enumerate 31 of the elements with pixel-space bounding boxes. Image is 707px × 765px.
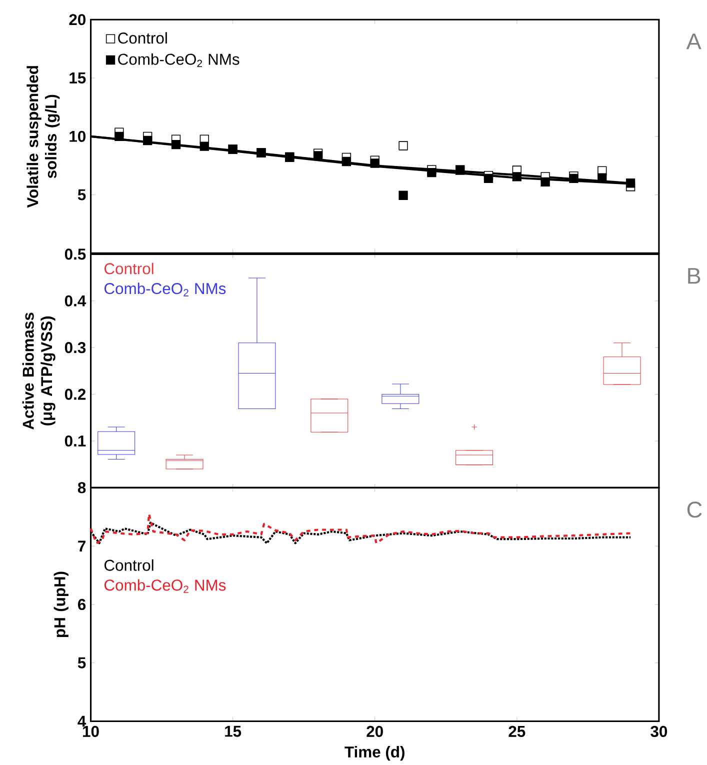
y-axis-title: Active Biomass (μg ATP/gVSS) bbox=[22, 312, 56, 430]
y-tick-label: 0.4 bbox=[64, 295, 86, 306]
legend-label: Comb-CeO$_{2}$ NMs bbox=[118, 53, 240, 68]
legend-label: Control bbox=[118, 32, 167, 44]
x-tick-label: 15 bbox=[225, 726, 242, 737]
x-tick-label: 20 bbox=[366, 726, 383, 737]
y-tick-label: 0.1 bbox=[64, 435, 86, 447]
y-tick-label: 15 bbox=[70, 72, 86, 84]
x-tick-label: 25 bbox=[508, 726, 526, 737]
y-tick-label: 20 bbox=[69, 14, 86, 26]
text: A bbox=[686, 34, 702, 50]
y-tick-label: 0.2 bbox=[64, 388, 86, 400]
y-tick-label: 0.5 bbox=[64, 248, 86, 260]
series-label: Control bbox=[104, 559, 154, 571]
y-tick-label: 8 bbox=[78, 482, 86, 494]
text: C bbox=[687, 502, 702, 518]
y-tick-label: 0.3 bbox=[64, 342, 86, 354]
y-tick-label: 7 bbox=[78, 540, 86, 552]
x-axis-title: Time (d) bbox=[344, 746, 404, 761]
text: Comb-CeO$_{2}$ NMs bbox=[104, 579, 226, 593]
y-tick-label: 10 bbox=[70, 130, 86, 142]
y-axis-title: pH (upH) bbox=[54, 572, 68, 638]
y-tick-label: 5 bbox=[78, 189, 86, 200]
x-tick-label: 30 bbox=[650, 726, 668, 738]
text: Comb-CeO$_{2}$ NMs bbox=[104, 282, 226, 296]
text: Control bbox=[104, 262, 154, 274]
y-tick-label: 4 bbox=[78, 716, 86, 727]
y-tick-label: 6 bbox=[78, 598, 86, 610]
text: B bbox=[688, 268, 700, 284]
y-axis-title: Volatile suspended solids (g/L) bbox=[26, 66, 60, 208]
y-tick-label: 5 bbox=[78, 657, 86, 668]
